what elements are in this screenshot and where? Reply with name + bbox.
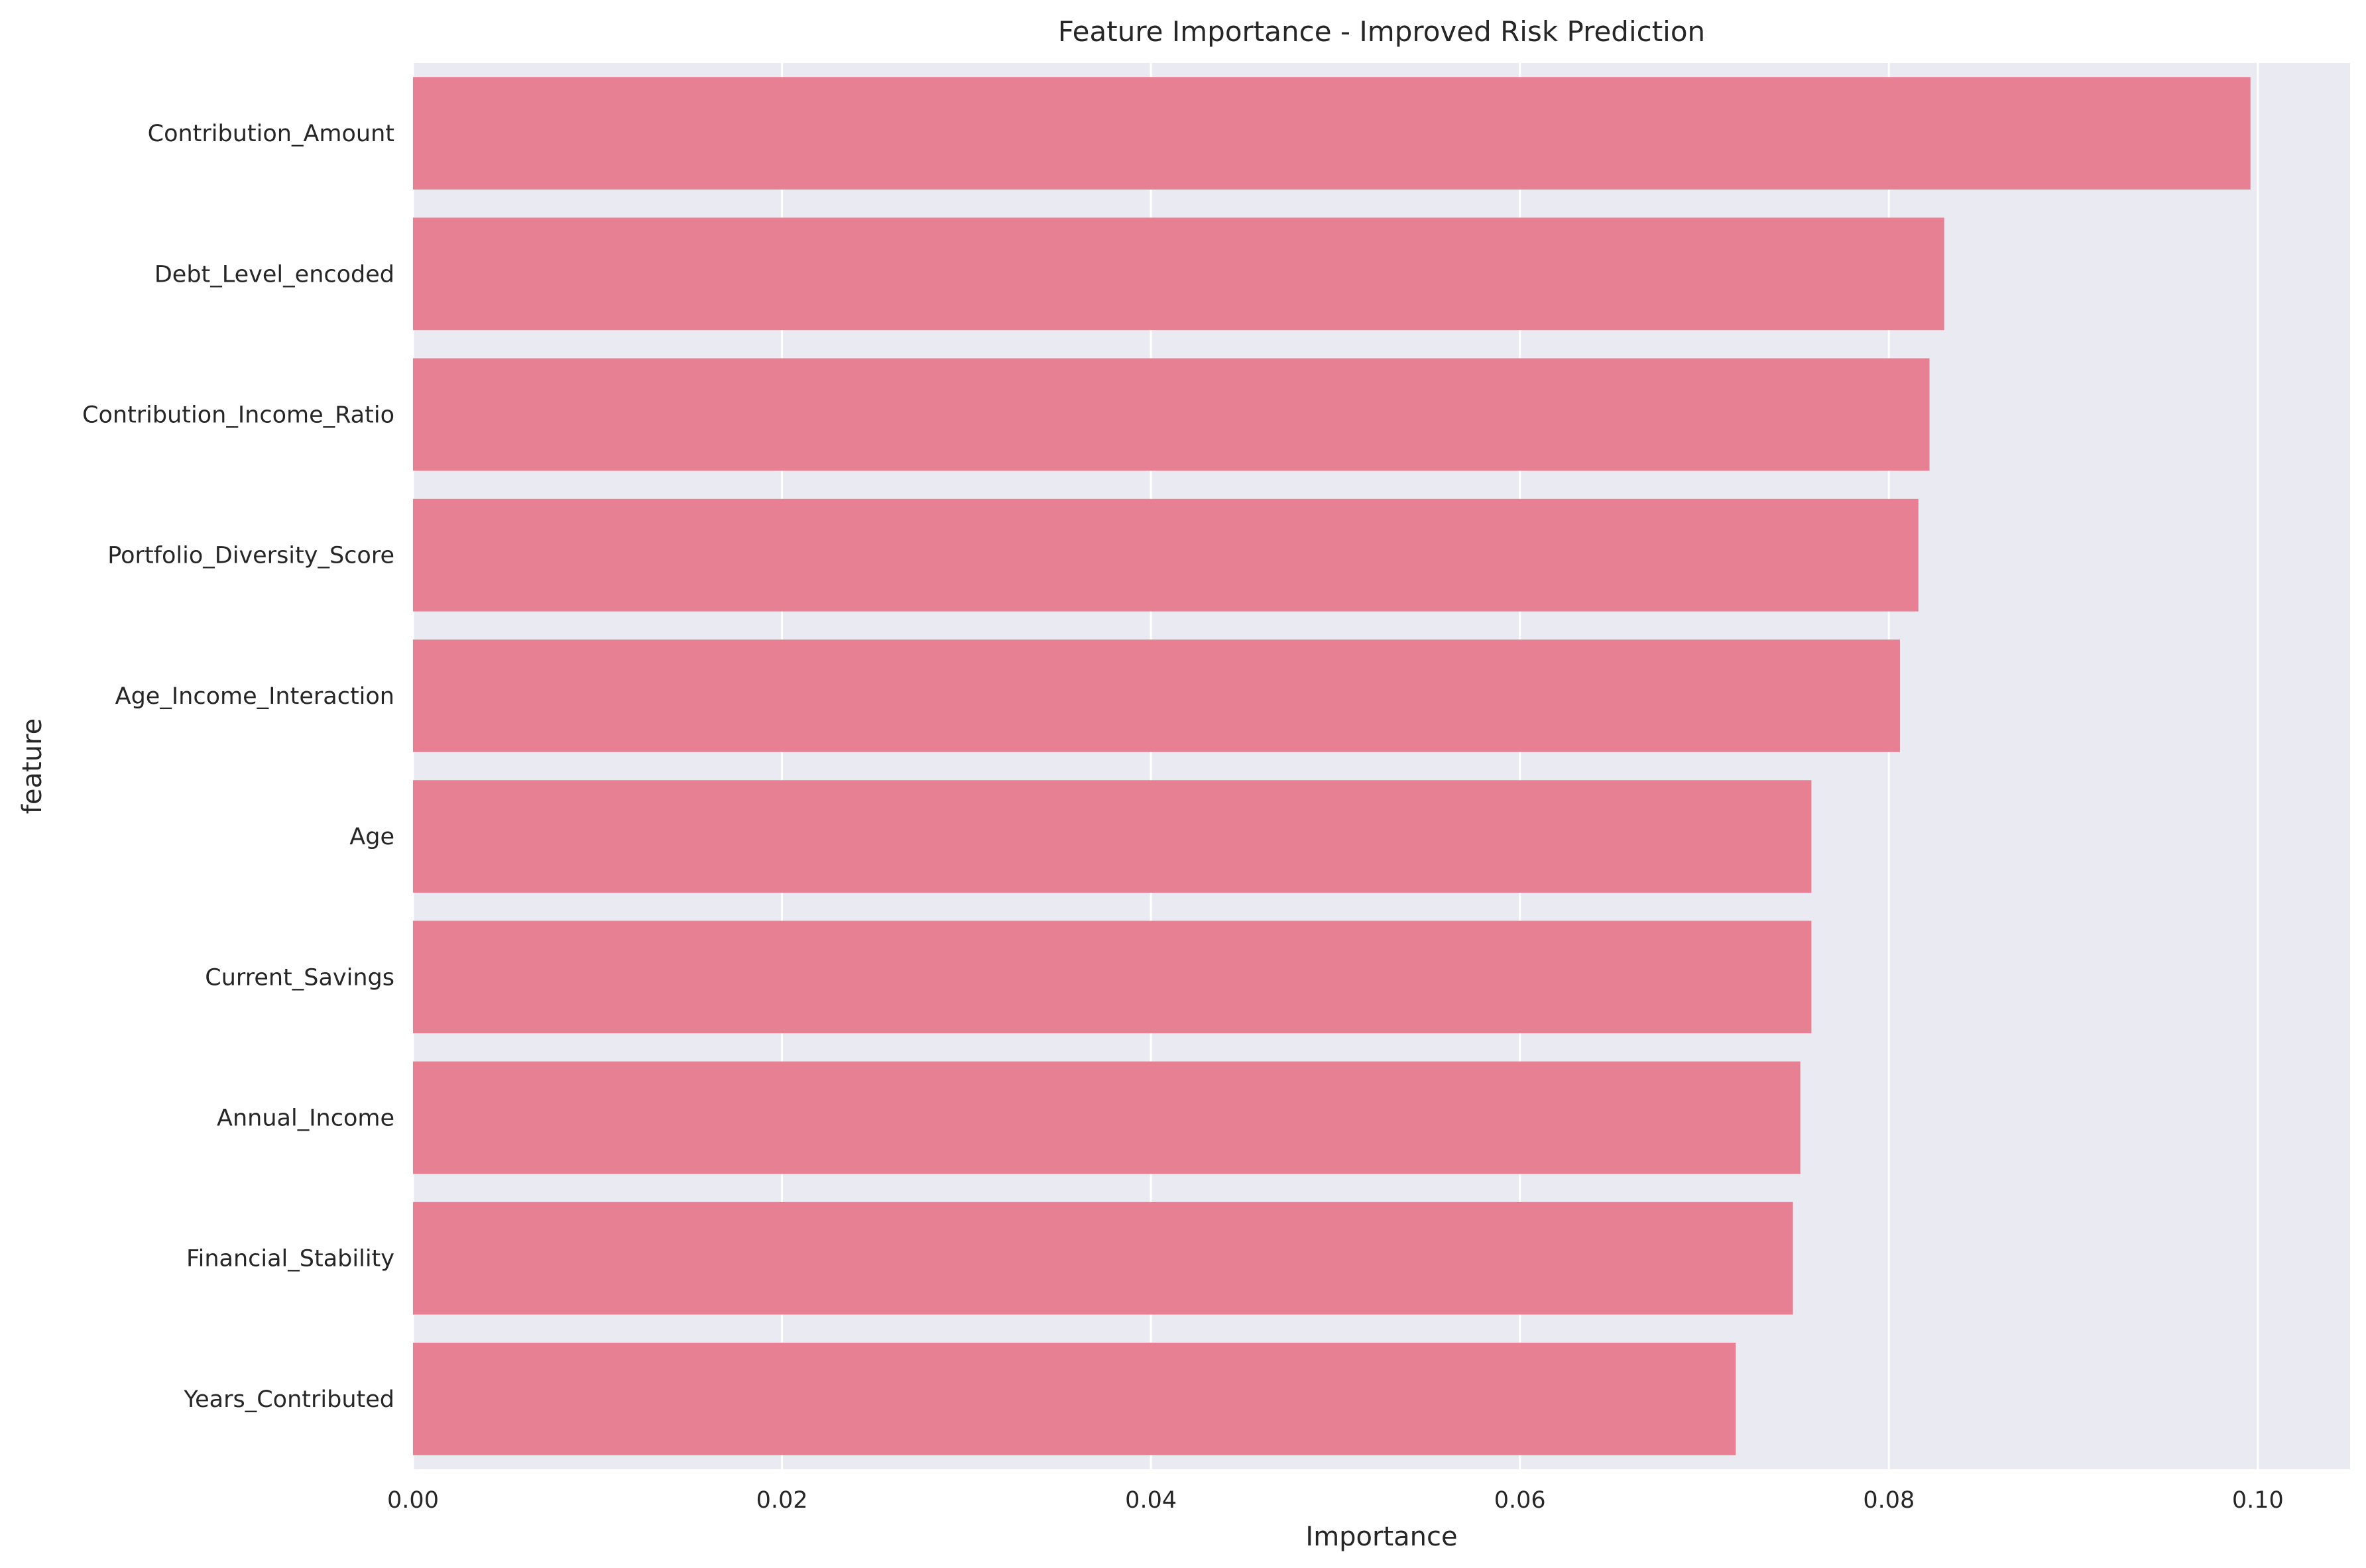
x-tick-label: 0.10 [2232,1487,2284,1514]
y-tick-label: Age_Income_Interaction [115,683,394,710]
y-tick-label: Portfolio_Diversity_Score [107,543,394,569]
bar-portfolio-diversity-score [413,498,1919,612]
x-tick-label: 0.08 [1863,1487,1915,1514]
x-tick-label: 0.06 [1494,1487,1546,1514]
y-tick-label: Age [349,824,394,850]
y-tick-label: Contribution_Income_Ratio [82,402,394,429]
bars [413,77,2251,1455]
bar-financial-stability [413,1202,1793,1315]
chart-title: Feature Importance - Improved Risk Predi… [1058,15,1705,48]
x-tick-label: 0.00 [387,1487,439,1514]
bar-years-contributed [413,1343,1736,1455]
x-tick-label: 0.04 [1125,1487,1177,1514]
bar-debt-level-encoded [413,217,1944,331]
bar-age-income-interaction [413,640,1900,752]
y-tick-label: Years_Contributed [183,1386,394,1413]
y-tick-label: Debt_Level_encoded [154,261,394,288]
x-tick-labels: 0.00 0.02 0.04 0.06 0.08 0.10 [387,1487,2284,1514]
x-tick-label: 0.02 [756,1487,808,1514]
x-axis-label: Importance [1305,1522,1457,1552]
bar-current-savings [413,921,1812,1034]
y-tick-label: Current_Savings [205,964,394,991]
bar-age [413,780,1812,893]
bar-contribution-income-ratio [413,358,1930,471]
y-tick-labels: Contribution_Amount Debt_Level_encoded Con… [82,121,394,1413]
bar-contribution-amount [413,77,2251,190]
y-tick-label: Financial_Stability [186,1246,394,1272]
y-tick-label: Contribution_Amount [148,121,394,147]
bar-annual-income [413,1061,1801,1174]
y-tick-label: Annual_Income [217,1105,394,1132]
y-axis-label: feature [17,718,48,814]
